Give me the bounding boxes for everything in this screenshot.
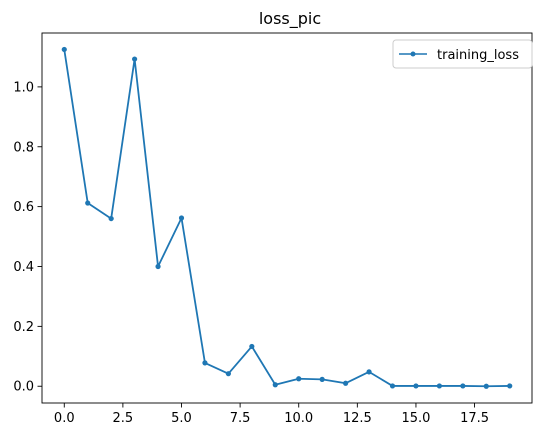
y-tick-label: 0.2 [13,320,34,335]
x-tick-label: 5.0 [171,411,192,426]
x-tick-label: 15.0 [401,411,430,426]
x-tick-label: 0.0 [54,411,75,426]
data-point [319,376,325,382]
y-tick-label: 0.4 [13,260,34,275]
data-point [61,46,67,53]
data-point [155,263,161,270]
legend-marker-swatch [410,51,416,57]
legend-box [392,39,533,69]
data-point [507,383,513,389]
data-point [202,360,208,366]
x-tick-label: 12.5 [343,411,372,426]
data-point [178,215,185,221]
y-tick-label: 0.6 [13,200,34,215]
data-point [132,56,138,62]
data-point [366,369,372,375]
data-point [436,383,442,389]
chart-title: loss_pic [259,9,321,29]
plot-area: 0.0 2.5 5.0 7.5 10.0 12.5 15.0 17.5 0.0 0.2 0.4 0.6… [13,32,533,426]
x-tick-label: 10.0 [284,411,313,426]
data-point [296,376,302,382]
data-point [389,383,396,389]
legend-label-training-loss: training_loss [437,48,519,63]
series-line-training-loss [63,49,510,388]
y-tick-label: 0.0 [13,380,34,395]
data-point [460,383,466,389]
data-point [249,343,255,350]
data-point [225,371,231,377]
legend: training_loss [392,39,533,69]
x-tick-label: 7.5 [230,411,251,426]
data-point [108,215,114,222]
plot-frame [41,32,533,404]
y-tick-label: 1.0 [13,80,34,95]
data-point [272,382,278,388]
data-point [483,383,489,389]
data-point [413,383,419,389]
data-point [343,380,349,386]
x-tick-label: 2.5 [113,411,134,426]
data-point [85,200,91,206]
x-tick-label: 17.5 [460,411,489,426]
y-tick-label: 0.8 [13,140,34,155]
